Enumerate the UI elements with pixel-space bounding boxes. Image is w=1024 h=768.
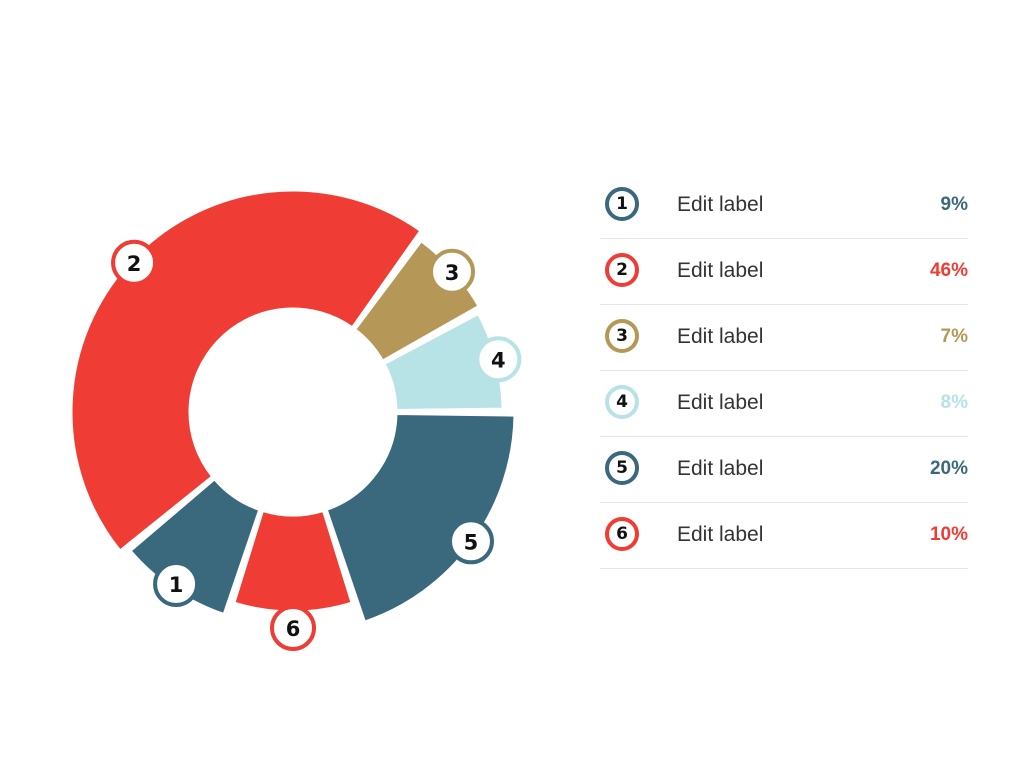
- slice-badge-circle: [429, 248, 476, 295]
- slice-badge-number: 6: [286, 617, 301, 641]
- legend-badge: 3: [605, 319, 639, 353]
- legend-value: 8%: [940, 392, 968, 413]
- donut-slice-2[interactable]: [69, 188, 424, 554]
- slice-badges: 5 6 1 2 3 4: [111, 239, 522, 651]
- slice-badge-6: 6: [270, 605, 316, 651]
- legend-row-3: 3 Edit label 7%: [600, 305, 968, 371]
- legend-row-6: 6 Edit label 10%: [600, 503, 968, 569]
- legend-value: 9%: [940, 194, 968, 215]
- legend-row-2: 2 Edit label 46%: [600, 239, 968, 305]
- donut-slice-6[interactable]: [231, 508, 355, 614]
- legend-label[interactable]: Edit label: [677, 325, 764, 348]
- slice-badge-circle: [270, 605, 316, 651]
- legend-badge: 1: [605, 187, 639, 221]
- slice-badge-1: 1: [153, 561, 200, 608]
- legend-value: 20%: [929, 458, 968, 479]
- legend-value: 7%: [940, 326, 968, 347]
- legend-badge: 6: [605, 517, 639, 551]
- legend-row-5: 5 Edit label 20%: [600, 437, 968, 503]
- legend-row-1: 1 Edit label 9%: [600, 173, 968, 239]
- legend-badge: 2: [605, 253, 639, 287]
- slice-badge-circle: [111, 239, 158, 286]
- slice-badge-number: 3: [445, 261, 460, 285]
- slice-badge-4: 4: [475, 336, 522, 383]
- donut-slice-5[interactable]: [324, 411, 517, 625]
- legend-row-4: 4 Edit label 8%: [600, 371, 968, 437]
- slice-badge-circle: [475, 336, 522, 383]
- legend-label[interactable]: Edit label: [677, 391, 764, 414]
- slice-badge-number: 1: [169, 573, 184, 597]
- slice-badge-3: 3: [429, 248, 476, 295]
- legend-value: 46%: [929, 260, 968, 281]
- slice-badge-number: 5: [464, 530, 479, 554]
- legend-label[interactable]: Edit label: [677, 193, 764, 216]
- slice-badge-2: 2: [111, 239, 158, 286]
- legend-label[interactable]: Edit label: [677, 523, 764, 546]
- legend-label[interactable]: Edit label: [677, 457, 764, 480]
- legend-label[interactable]: Edit label: [677, 259, 764, 282]
- slice-badge-number: 4: [491, 348, 506, 372]
- slice-badge-circle: [153, 561, 200, 608]
- slice-badge-5: 5: [447, 518, 494, 565]
- legend-badge: 4: [605, 385, 639, 419]
- legend-badge: 5: [605, 451, 639, 485]
- slice-badge-number: 2: [127, 252, 142, 276]
- slice-badge-circle: [447, 518, 494, 565]
- legend-value: 10%: [929, 524, 968, 545]
- legend: 1 Edit label 9% 2 Edit label 46% 3 Edit label 7%…: [600, 173, 968, 569]
